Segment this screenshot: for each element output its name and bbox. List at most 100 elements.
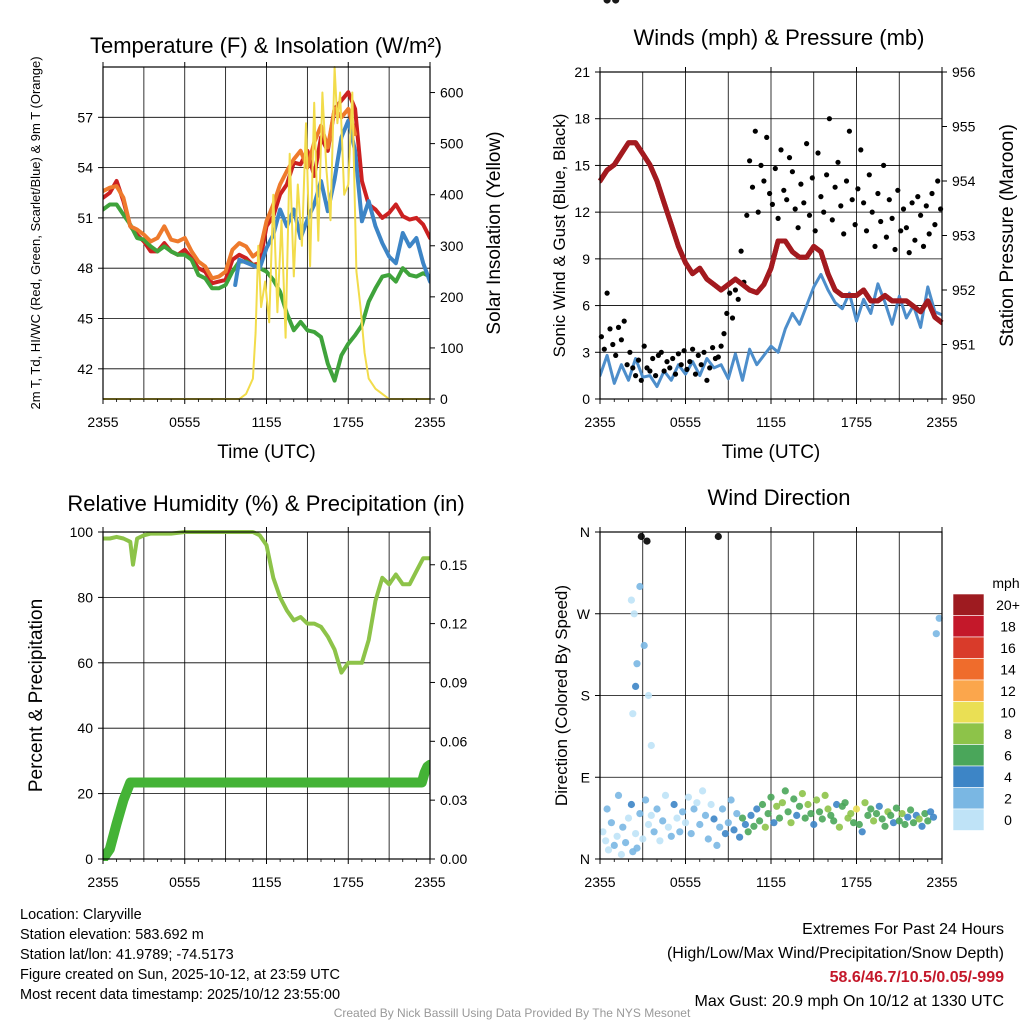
gust-point [818,194,824,200]
gust-point [895,187,901,193]
colorbar-swatch [952,636,985,659]
direction-point [644,820,653,829]
direction-point [787,819,795,827]
direction-point [696,820,704,829]
direction-point [867,805,875,813]
gust-point [715,354,721,360]
chart-panel-2: 2355 0555 1155 1755 2355 0 3 6 9 12 15 18 21 950 951 95… [550,25,1018,463]
colorbar-swatch [952,808,985,831]
direction-point [810,820,818,829]
colorbar-label: 18 [1000,619,1016,635]
gust-point [672,371,679,377]
gust-point [809,175,815,181]
direction-point [644,691,653,700]
direction-point [603,805,611,813]
direction-point [795,802,804,810]
location-text: Location: Claryville [20,907,142,923]
direction-point [630,610,638,618]
x-tick-label: 1155 [756,874,786,890]
series-line-heat-index-wind-chill [233,118,430,287]
gust-point [615,324,622,330]
direction-point [707,800,715,809]
gust-point [906,250,912,256]
direction-point [656,837,664,845]
gust-point [698,362,704,368]
direction-point [642,796,650,804]
gust-point [607,326,613,332]
gust-point [755,209,761,215]
gust-point [621,318,627,324]
gust-point [875,190,881,197]
y-tick-label: 42 [77,361,93,377]
y-tick-label: 6 [582,298,590,314]
gust-point [889,215,895,221]
max-gust-text: Max Gust: 20.9 mph On 10/12 at 1330 UTC [694,993,1005,1010]
series-line-solar-insolation [103,66,430,400]
y2-tick-label: 0.09 [440,674,467,690]
y2-tick-label: 952 [952,282,976,298]
x-tick-label: 2355 [414,874,445,890]
gust-point [829,217,835,223]
direction-point [647,811,655,820]
gust-point [718,343,724,349]
gust-point [935,178,941,184]
gust-point [744,212,750,218]
colorbar-swatch [952,701,985,724]
gust-point [812,228,818,234]
y-tick-label: 9 [582,251,590,267]
gust-point [690,346,696,352]
gust-point [912,237,918,243]
gust-point [900,206,907,212]
direction-point [647,741,655,750]
gust-point [764,134,770,140]
gust-point [778,147,784,153]
direction-point [907,806,915,814]
direction-point [935,614,943,622]
colorbar-label: 4 [1004,769,1012,785]
gust-point [838,203,844,209]
direction-point [687,830,695,838]
direction-point [730,826,738,834]
direction-point [727,796,735,804]
gust-point [855,186,861,192]
x-tick-label: 1155 [251,874,281,890]
gust-point [795,225,801,231]
gust-point [610,341,616,348]
direction-point [770,819,778,827]
direction-point [818,815,826,823]
gust-point [878,218,884,225]
gust-point [641,343,647,349]
gust-point [675,351,682,357]
y-tick-label: 80 [77,589,93,605]
y-tick-label: 48 [77,260,93,276]
y-axis-label: 2m T, Td, HI/WC (Red, Green, Scarlet/Blu… [28,56,43,409]
direction-point [835,823,844,831]
gust-point [647,368,653,374]
series-line-2m-dewpoint [103,202,430,383]
direction-point [813,796,821,804]
x-tick-label: 2355 [414,414,445,430]
colorbar-swatch [952,593,985,616]
gust-point [670,355,676,362]
direction-point [733,810,741,818]
x-axis-label: Time (UTC) [722,442,821,463]
direction-point [767,793,775,801]
y-tick-label: 0 [582,391,590,407]
series-line-station-pressure-top [597,140,944,325]
direction-point [614,791,623,800]
direction-point [921,810,929,818]
gust-point [781,187,787,193]
extremes-panel: Extremes For Past 24 Hours (High/Low/Max… [667,918,1004,1014]
gust-point [701,349,707,355]
gust-point [767,190,773,197]
direction-point [778,799,787,807]
y-tick-label: 20 [77,786,93,802]
direction-point [815,808,824,816]
x-tick-label: 1755 [333,414,364,430]
gust-point [727,290,733,296]
direction-point [824,805,832,813]
gust-point [909,200,915,206]
y2-tick-label: 954 [952,173,976,189]
chart-title: Temperature (F) & Insolation (W/m²) [90,33,442,58]
direction-point [629,710,637,718]
